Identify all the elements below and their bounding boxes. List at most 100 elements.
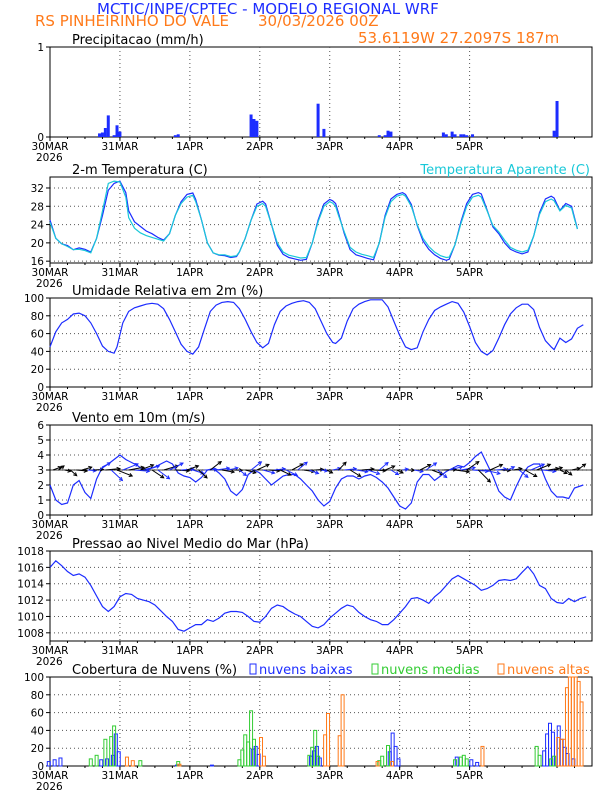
cloud-bar [116, 751, 121, 767]
wind-arrow [419, 464, 431, 471]
wind-arrow [553, 467, 563, 471]
wind-arrowhead [293, 472, 299, 477]
wind-arrowhead [217, 460, 223, 466]
x-tick-label: 31MAR [101, 770, 138, 782]
wind-arrow [384, 465, 395, 471]
legend-label: nuvens altas [507, 663, 590, 678]
y-tick-label: 1010 [17, 611, 44, 623]
wind-arrowhead [496, 470, 501, 475]
legend-swatch [371, 663, 379, 675]
x-tick-label: 31MAR [101, 645, 138, 657]
wind-arrow [157, 469, 170, 480]
wind-arrowhead [563, 470, 568, 475]
legend-swatch [249, 663, 257, 675]
wind-arrowhead [546, 463, 552, 468]
wind-arrowhead [265, 463, 270, 468]
y-tick-label: 1 [37, 495, 44, 507]
y-tick-label: 1008 [17, 628, 44, 640]
x-tick-label: 1APR [176, 391, 204, 403]
wind-arrowhead [314, 470, 320, 475]
precip-bar [552, 130, 556, 137]
wind-arrow [315, 468, 324, 471]
wind-arrow [285, 469, 298, 476]
wind-arrow [239, 469, 247, 476]
cloud-bar [579, 701, 584, 767]
wind-arrowhead [194, 464, 200, 469]
wind-arrow [297, 461, 308, 471]
x-tick-label: 30MAR [32, 770, 69, 782]
precip-bar [316, 103, 320, 137]
x-tick-label: 5APR [456, 267, 484, 279]
precip-bar [173, 135, 177, 137]
x-year-label: 2026 [36, 278, 63, 290]
wind-arrow [489, 464, 503, 471]
panel-title: Precipitacao (mm/h) [72, 33, 204, 48]
wind-arrow [378, 462, 389, 471]
x-tick-label: 3APR [316, 267, 344, 279]
x-tick-label: 2APR [246, 391, 274, 403]
panel-title: Cobertura de Nuvens (%) [72, 663, 237, 678]
y-tick-label: 1016 [17, 562, 44, 574]
x-tick-label: 1APR [176, 645, 204, 657]
x-year-label: 2026 [36, 402, 63, 414]
wind-arrowhead [73, 472, 78, 477]
cloud-bar [261, 755, 266, 767]
wind-arrow [425, 462, 437, 471]
wind-arrowhead [552, 468, 557, 474]
wind-arrowhead [60, 465, 65, 470]
cloud-bar [94, 754, 99, 767]
wind-arrow [274, 468, 286, 471]
wind-arrowhead [324, 468, 329, 473]
y-tick-label: 4 [37, 450, 44, 462]
x-tick-label: 4APR [386, 519, 414, 531]
legend-label: nuvens medias [381, 663, 480, 678]
x-year-label: 2026 [36, 781, 63, 792]
wind-arrow [134, 469, 150, 472]
wind-arrow [367, 469, 380, 475]
wind-arrow [70, 469, 78, 477]
y-tick-label: 5 [37, 435, 44, 447]
wind-arrowhead [203, 474, 208, 479]
wind-arrow [396, 469, 404, 474]
x-tick-label: 30MAR [32, 141, 69, 153]
precip-bar [389, 131, 393, 137]
cloud-bar [46, 761, 51, 767]
series-line [49, 180, 578, 261]
wind-arrowhead [281, 466, 287, 472]
y-tick-label: 1 [37, 42, 44, 54]
x-tick-label: 2APR [246, 770, 274, 782]
wind-arrow [216, 467, 230, 471]
cloud-bar [103, 738, 108, 767]
precip-bar [252, 119, 256, 137]
wind-arrowhead [179, 462, 184, 467]
x-tick-label: 31MAR [101, 141, 138, 153]
x-tick-label: 2APR [246, 519, 274, 531]
wind-arrow [349, 469, 361, 477]
wind-arrow [140, 464, 154, 471]
panel-title: 2-m Temperatura (C) [72, 163, 208, 178]
wind-arrowhead [225, 466, 231, 471]
precip-bar [444, 134, 448, 137]
wind-arrow [472, 469, 489, 472]
wind-arrowhead [375, 471, 381, 476]
wind-arrow [122, 463, 139, 471]
x-tick-label: 3APR [316, 519, 344, 531]
wind-arrow [209, 461, 222, 471]
cloud-bar [396, 758, 401, 767]
cloud-bar [52, 759, 57, 767]
wind-arrowhead [319, 467, 325, 472]
cloud-bar [469, 759, 474, 767]
x-tick-label: 2APR [246, 267, 274, 279]
chart-title: MCTIC/INPE/CPTEC - MODELO REGIONAL WRF [97, 0, 439, 18]
y-tick-label: 20 [31, 743, 44, 755]
wind-arrow [291, 463, 304, 471]
x-tick-label: 4APR [386, 770, 414, 782]
wind-arrowhead [465, 469, 471, 474]
wind-arrowhead [443, 474, 448, 479]
wind-arrowhead [533, 473, 538, 477]
wind-arrow [577, 463, 586, 471]
wind-arrowhead [230, 469, 236, 474]
x-tick-label: 4APR [386, 141, 414, 153]
wind-arrowhead [404, 467, 410, 472]
wind-arrow [565, 469, 572, 476]
